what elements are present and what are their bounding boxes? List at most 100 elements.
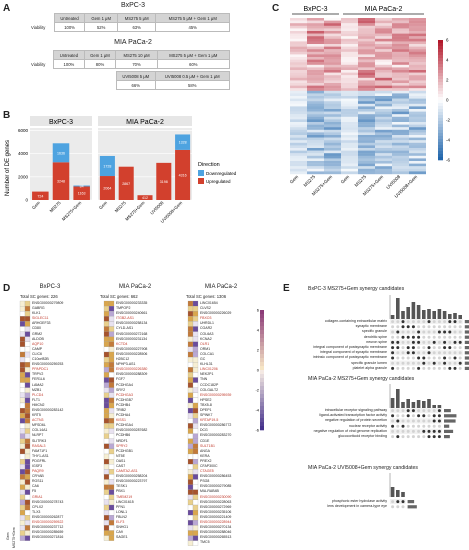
gene-heatmap-cell: [24, 372, 31, 378]
header-cell: MS275 5 μM + Gem 1 μM: [155, 13, 230, 23]
gene-heatmap-cell: [24, 377, 31, 383]
colorbar-segment: [260, 390, 264, 395]
matrix-dot: [443, 340, 447, 344]
value-cell: 58%: [154, 80, 230, 90]
gene-heatmap-cell: [187, 499, 194, 506]
gene-heatmap-cell: [192, 316, 199, 322]
heatmap-cell: [392, 153, 409, 156]
matrix-dot: [391, 414, 395, 418]
gene-heatmap-cell: [24, 321, 31, 327]
gene-heatmap-cell: [192, 433, 199, 439]
heatmap-cell: [324, 124, 341, 128]
colorbar-segment: [438, 139, 443, 143]
heatmap-cell: [307, 161, 324, 164]
value-cell: 45%: [155, 22, 230, 32]
matrix-dot: [427, 325, 431, 329]
header-cell: MS275 5 μM: [116, 13, 157, 23]
heatmap-cell: [324, 90, 341, 94]
gene-heatmap-cell: [19, 515, 26, 521]
gene-label: MIA-RAB4B: [200, 489, 219, 494]
heatmap-cell: [392, 171, 409, 175]
matrix-dot: [427, 346, 431, 350]
gene-label: ENSG00000285659: [32, 530, 64, 535]
matrix-dot: [417, 429, 421, 433]
heatmap-cell: [409, 44, 426, 47]
matrix-dot: [411, 351, 415, 355]
matrix-dot: [437, 424, 441, 428]
set-size-bar: [464, 346, 469, 350]
panel-label-d: D: [3, 283, 11, 294]
gene-label: ENSG00000272969: [200, 504, 232, 509]
gene-heatmap-cell: [187, 397, 194, 404]
heatmap-cell: [341, 23, 358, 26]
gene-heatmap-cell: [108, 459, 115, 465]
gene-heatmap-cell: [103, 479, 110, 485]
colorbar-segment: [438, 97, 443, 101]
go-term-label: platelet alpha granule: [352, 365, 387, 370]
heatmap-cell: [392, 122, 409, 125]
heatmap-cell: [324, 49, 341, 52]
heatmap-cell: [409, 77, 426, 81]
heatmap-cell: [324, 161, 341, 164]
gene-heatmap-cell: [103, 346, 110, 353]
header-cell: Gem 1 μM: [84, 13, 118, 23]
heatmap-cell: [307, 36, 324, 39]
gene-heatmap-cell: [192, 459, 199, 465]
matrix-dot: [437, 414, 441, 418]
heatmap-cell: [307, 83, 324, 86]
gene-heatmap-cell: [24, 438, 31, 444]
heatmap-cell: [290, 77, 307, 81]
matrix-dot: [411, 435, 415, 439]
gene-label: CYLD-AS1: [116, 326, 134, 331]
gene-label: CD80: [32, 326, 41, 331]
gene-heatmap-cell: [103, 504, 110, 511]
heatmap-cell: [392, 116, 409, 120]
gene-heatmap-cell: [108, 407, 115, 414]
heatmap-cell: [324, 85, 341, 89]
gene-heatmap-cell: [192, 535, 199, 541]
heatmap-cell: [290, 49, 307, 52]
gene-heatmap-cell: [19, 423, 26, 429]
set-size-bar: [444, 419, 456, 423]
gene-heatmap-cell: [187, 520, 194, 526]
gene-heatmap-cell: [19, 300, 26, 307]
matrix-dot: [448, 320, 452, 324]
heatmap-cell: [324, 140, 341, 143]
gene-label: ENSG00000288309: [116, 372, 148, 377]
matrix-dot: [427, 320, 431, 324]
colorbar-tick: 0: [257, 368, 260, 373]
heatmap-cell: [409, 90, 426, 94]
heatmap-cell: [392, 85, 409, 89]
gene-heatmap-cell: [192, 392, 199, 399]
gene-label: ENSG00000233335: [116, 301, 148, 305]
d-col-label: Gem: [6, 532, 10, 540]
heatmap-cell: [358, 44, 375, 47]
heatmap-cell: [307, 145, 324, 149]
heatmap-cell: [375, 163, 392, 167]
heatmap-cell: [341, 72, 358, 76]
matrix-dot: [437, 340, 441, 344]
gene-label: KRTAP19-5: [200, 418, 219, 423]
matrix-dot: [422, 429, 426, 433]
gene-heatmap-cell: [192, 525, 199, 531]
heatmap-cell: [307, 122, 324, 125]
matrix-dot: [427, 429, 431, 433]
set-size-bar: [444, 429, 454, 433]
colorbar-segment: [260, 342, 264, 347]
gene-label: CLVS2: [200, 306, 211, 311]
gene-heatmap-cell: [19, 525, 26, 531]
colorbar-segment: [438, 127, 443, 131]
gene-heatmap-cell: [19, 382, 26, 388]
gene-label: ENSG00000259522: [32, 520, 64, 525]
gene-heatmap-cell: [103, 510, 110, 516]
heatmap-cell: [358, 168, 375, 172]
heatmap-cell: [290, 88, 307, 91]
matrix-dot: [401, 424, 405, 428]
heatmap-cell: [307, 28, 324, 32]
heatmap-cell: [409, 103, 426, 107]
matrix-dot: [406, 346, 410, 350]
gene-heatmap-cell: [108, 382, 115, 388]
heatmap-cell: [341, 70, 358, 73]
heatmap-cell: [375, 135, 392, 138]
heatmap-cell: [324, 25, 341, 29]
